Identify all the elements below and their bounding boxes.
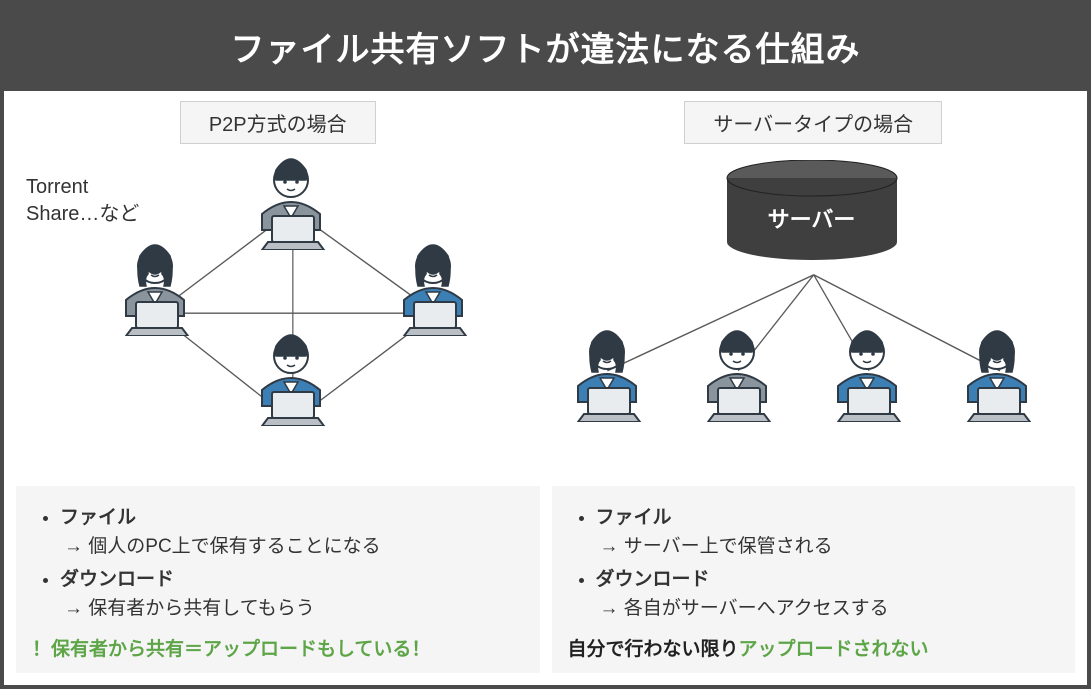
person-icon xyxy=(822,322,912,422)
left-panel-header: P2P方式の場合 xyxy=(180,101,376,144)
title-bar: ファイル共有ソフトが違法になる仕組み xyxy=(4,4,1087,91)
person-icon xyxy=(692,322,782,422)
person-icon xyxy=(388,236,478,336)
person-icon xyxy=(246,326,336,426)
left-info-list: ファイル → 個人のPC上で保有することになるダウンロード → 保有者から共有しても… xyxy=(32,502,524,620)
left-panel: P2P方式の場合 TorrentShare…など xyxy=(16,101,540,673)
info-item-label: ダウンロード xyxy=(60,569,174,590)
info-item: ファイル → 個人のPC上で保有することになる xyxy=(60,502,524,558)
right-panel: サーバータイプの場合 サーバー xyxy=(552,101,1076,673)
info-item-sub: → 保有者から共有してもらう xyxy=(64,593,524,620)
callout-segment: アップロードされない xyxy=(739,639,929,660)
info-item-label: ダウンロード xyxy=(596,569,710,590)
info-item-label: ファイル xyxy=(60,507,136,528)
left-callout: ！保有者から共有＝アップロードもしている！ xyxy=(32,634,524,661)
server-icon: サーバー xyxy=(722,160,902,260)
info-item-sub: → 個人のPC上で保有することになる xyxy=(64,531,524,558)
p2p-note: TorrentShare…など xyxy=(26,174,139,228)
info-item: ダウンロード → 各自がサーバーへアクセスする xyxy=(596,564,1060,620)
right-info-list: ファイル → サーバー上で保管されるダウンロード → 各自がサーバーへアクセスする xyxy=(568,502,1060,620)
callout-segment: ！保有者から共有＝アップロードもしている！ xyxy=(32,639,430,660)
person-icon xyxy=(562,322,652,422)
info-item: ダウンロード → 保有者から共有してもらう xyxy=(60,564,524,620)
person-icon xyxy=(110,236,200,336)
right-panel-header: サーバータイプの場合 xyxy=(684,101,942,144)
right-info-box: ファイル→ サーバー上で保管されるダウンロード→ 各自がサーバーへアクセスする … xyxy=(552,486,1076,673)
person-icon xyxy=(952,322,1042,422)
info-item-sub: → サーバー上で保管される xyxy=(600,531,1060,558)
info-item-sub: → 各自がサーバーへアクセスする xyxy=(600,593,1060,620)
info-item: ファイル → サーバー上で保管される xyxy=(596,502,1060,558)
person-icon xyxy=(246,150,336,250)
p2p-diagram: TorrentShare…など xyxy=(16,150,540,486)
right-callout: 自分で行わない限りアップロードされない xyxy=(568,634,1060,661)
server-label: サーバー xyxy=(722,202,902,234)
infographic-frame: ファイル共有ソフトが違法になる仕組み P2P方式の場合 TorrentShare… xyxy=(0,0,1091,689)
callout-segment: 自分で行わない限り xyxy=(568,639,739,660)
content-row: P2P方式の場合 TorrentShare…など xyxy=(4,91,1087,685)
info-item-label: ファイル xyxy=(596,507,672,528)
left-info-box: ファイル → 個人のPC上で保有することになるダウンロード → 保有者から共有しても… xyxy=(16,486,540,673)
title-text: ファイル共有ソフトが違法になる仕組み xyxy=(231,31,861,69)
server-diagram: サーバー xyxy=(552,150,1076,486)
